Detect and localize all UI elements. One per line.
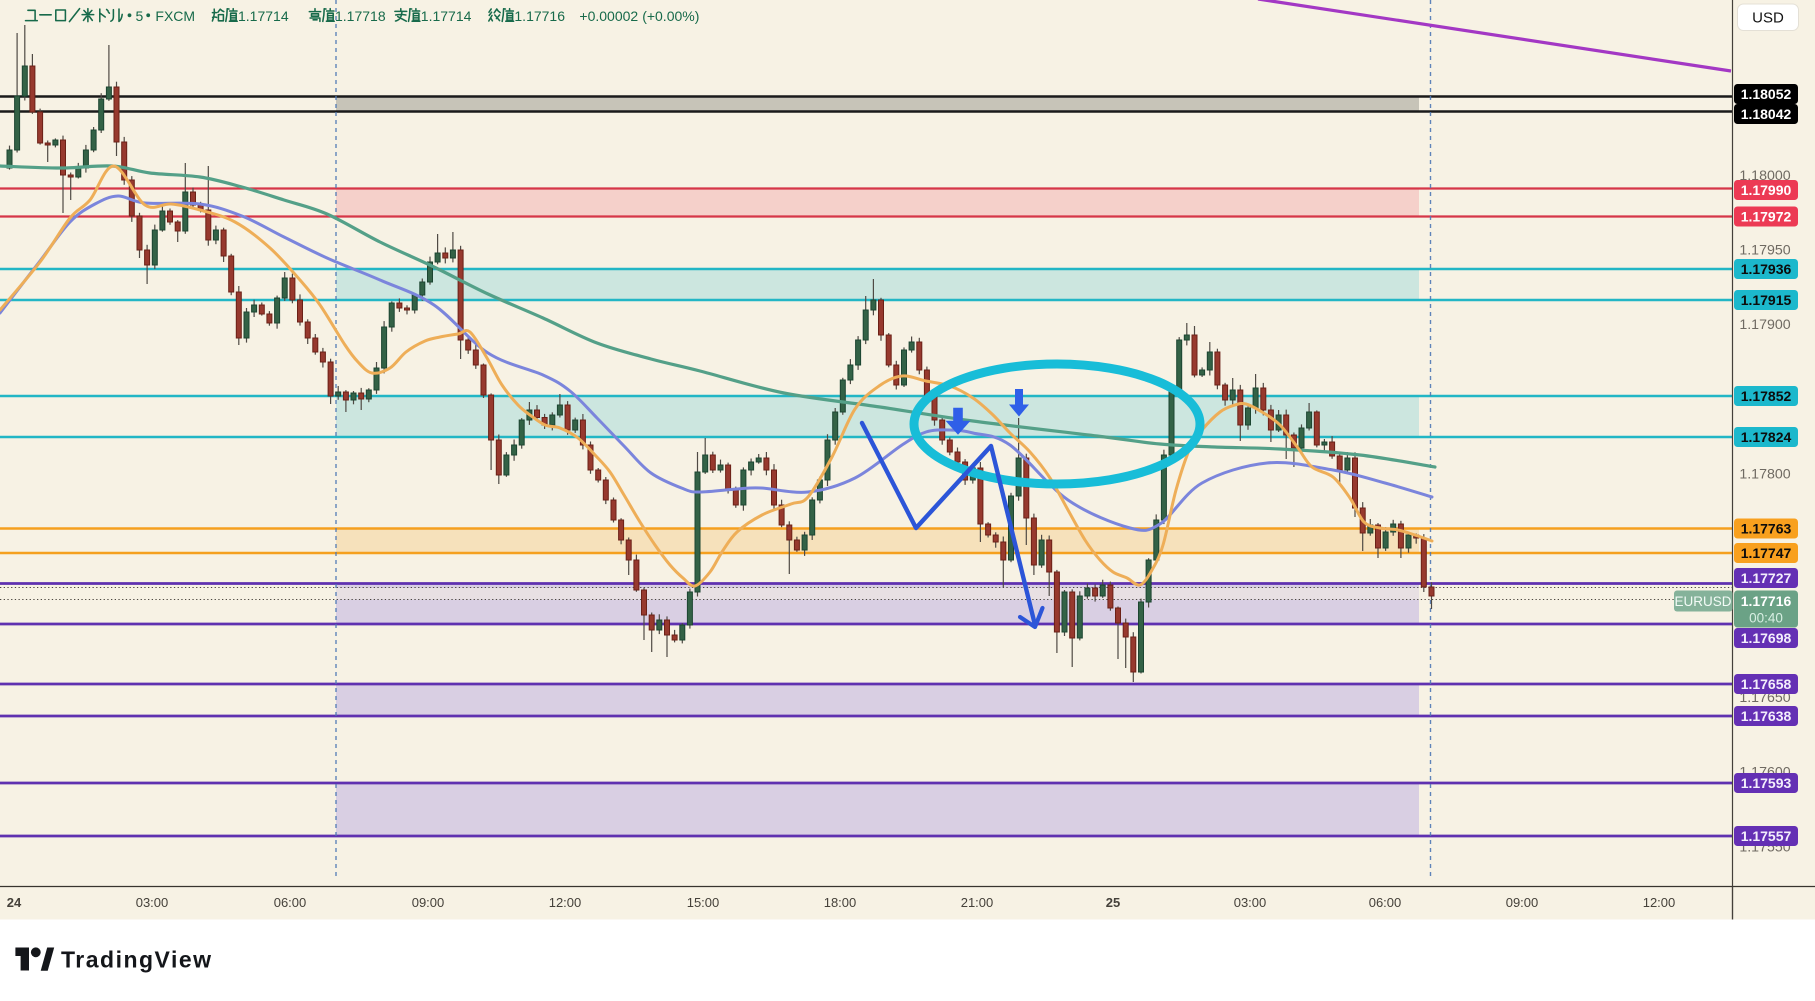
svg-text:1.18042: 1.18042 [1741,106,1792,122]
svg-text:03:00: 03:00 [1234,895,1267,910]
svg-text:1.17936: 1.17936 [1741,261,1792,277]
svg-text:1.17915: 1.17915 [1741,292,1792,308]
svg-text:09:00: 09:00 [1506,895,1539,910]
svg-text:1.17638: 1.17638 [1741,708,1792,724]
svg-text:EURUSD: EURUSD [1674,594,1731,609]
svg-text:09:00: 09:00 [412,895,445,910]
svg-text:1.17716: 1.17716 [514,8,565,24]
svg-text:1.17718: 1.17718 [335,8,386,24]
svg-text:12:00: 12:00 [1643,895,1676,910]
svg-text:+0.00002: +0.00002 [579,8,638,24]
svg-text:12:00: 12:00 [549,895,582,910]
svg-text:TradingView: TradingView [61,947,213,973]
svg-text:USD: USD [1752,10,1784,27]
svg-text:1.17852: 1.17852 [1741,388,1792,404]
svg-text:1.18052: 1.18052 [1741,86,1792,102]
svg-text:FXCM: FXCM [155,8,195,24]
svg-text:1.17972: 1.17972 [1741,209,1792,225]
svg-text:21:00: 21:00 [961,895,994,910]
svg-text:1.17990: 1.17990 [1741,182,1792,198]
svg-text:1.17900: 1.17900 [1739,317,1790,333]
svg-text:1.17824: 1.17824 [1741,429,1792,445]
svg-text:18:00: 18:00 [824,895,857,910]
svg-text:06:00: 06:00 [1369,895,1402,910]
svg-text:1.17800: 1.17800 [1739,466,1790,482]
svg-text:1.17727: 1.17727 [1741,570,1792,586]
svg-text:1.17698: 1.17698 [1741,630,1792,646]
svg-text:1.17950: 1.17950 [1739,243,1790,259]
svg-text:1.17593: 1.17593 [1741,775,1792,791]
svg-text:15:00: 15:00 [687,895,720,910]
svg-text:00:40: 00:40 [1749,611,1783,626]
svg-text:5: 5 [136,8,144,24]
svg-text:03:00: 03:00 [136,895,169,910]
svg-text:06:00: 06:00 [274,895,307,910]
svg-text:24: 24 [7,895,22,910]
svg-text:1.17714: 1.17714 [421,8,472,24]
svg-text:1.17557: 1.17557 [1741,828,1792,844]
svg-text:25: 25 [1106,895,1120,910]
svg-text:1.17763: 1.17763 [1741,521,1792,537]
svg-text:1.17716: 1.17716 [1741,593,1792,609]
svg-text:1.17747: 1.17747 [1741,545,1792,561]
svg-text:(+0.00%): (+0.00%) [642,8,699,24]
svg-text:1.17658: 1.17658 [1741,676,1792,692]
svg-text:1.17714: 1.17714 [238,8,289,24]
